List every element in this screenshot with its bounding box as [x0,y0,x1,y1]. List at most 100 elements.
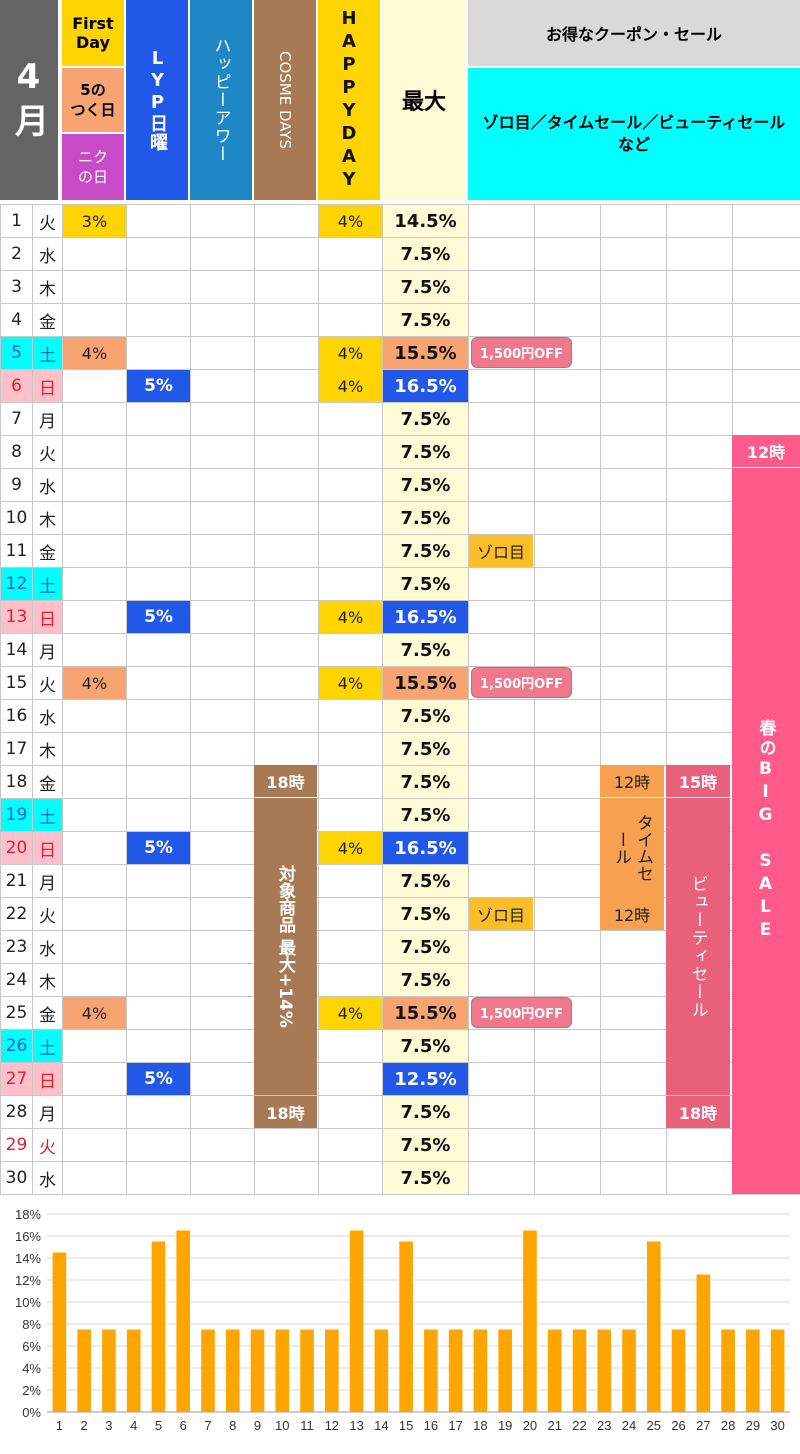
max-rate: 7.5% [383,1162,468,1194]
x-tick-label: 23 [597,1418,611,1433]
grid-hline [0,237,800,238]
bar [622,1329,636,1412]
y-tick-label: 4% [22,1361,41,1376]
day-number: 20 [1,832,32,864]
grid-hline [0,732,800,733]
x-tick-label: 17 [448,1418,462,1433]
weekday: 土 [33,337,62,369]
bar [126,1329,141,1412]
max-header: 最大 [382,0,466,200]
grid-hline [0,1029,800,1030]
bar [572,1329,587,1412]
beauty-sale-span: ビューティセール [666,798,730,1095]
max-rate: 14.5% [383,205,468,237]
grid-hline [0,897,800,898]
max-rate: 7.5% [383,1096,468,1128]
max-rate: 7.5% [383,1129,468,1161]
weekday: 日 [33,1063,62,1095]
grid-hline [0,930,800,931]
x-tick-label: 22 [572,1418,586,1433]
bar [671,1329,686,1412]
x-tick-label: 27 [696,1418,710,1433]
niku-day-header: ニク の日 [62,134,124,200]
max-rate: 7.5% [383,238,468,270]
day-number: 8 [11,442,22,462]
bar [696,1274,711,1412]
bar [473,1329,488,1412]
grid-hline [0,270,800,271]
max-rate: 7.5% [383,964,468,996]
bar [349,1230,364,1412]
bar-chart: 0%2%4%6%8%10%12%14%16%18%1 2 3 4 5 6 7 8 9 10 11 12… [15,1207,790,1433]
y-tick-label: 8% [22,1317,41,1332]
x-tick-label: 4 [130,1418,137,1433]
max-rate: 16.5% [383,601,468,633]
zorome-badge[interactable]: ゾロ目 [469,535,533,567]
x-tick-label: 5 [155,1418,162,1433]
zorome-badge[interactable]: ゾロ目 [469,898,533,930]
weekday: 木 [39,741,56,762]
happy-day-rate: 4% [319,997,382,1029]
day-number: 5 [1,337,32,369]
month-label: 4月 [0,0,60,200]
day-number: 16 [5,706,28,726]
day-number: 13 [1,601,32,633]
day-number: 21 [5,871,28,891]
coupon-1500-off[interactable]: 1,500円OFF [471,997,572,1028]
y-tick-label: 6% [22,1339,41,1354]
coupon-1500-off[interactable]: 1,500円OFF [471,667,572,698]
cosme-end-time: 18時 [254,1096,317,1128]
weekday: 水 [39,477,56,498]
bar [399,1241,413,1412]
x-tick-label: 12 [325,1418,339,1433]
grid-hline [0,204,800,205]
max-rate: 7.5% [383,436,468,468]
max-rate: 7.5% [383,931,468,963]
happy-day-header: HAPPYDAY [318,0,380,200]
weekday: 日 [33,601,62,633]
weekday: 火 [39,906,56,927]
grid-hline [0,336,800,337]
bar [597,1329,612,1412]
happy-day-rate: 4% [319,601,382,633]
day-number: 25 [5,1003,28,1023]
grid-hline [0,468,800,469]
weekday: 日 [33,832,62,864]
bar [225,1329,240,1412]
x-tick-label: 16 [424,1418,438,1433]
day-number: 26 [1,1030,32,1062]
day-number: 3 [11,277,22,297]
first-day-rate: 3% [63,205,126,237]
max-rate: 15.5% [383,667,468,699]
coupon-1500-off[interactable]: 1,500円OFF [471,337,572,368]
weekday: 火 [39,675,56,696]
y-tick-label: 18% [15,1207,41,1222]
lyp-rate: 5% [127,1063,190,1095]
weekday: 月 [39,642,56,663]
grid-hline [0,798,800,799]
grid-hline [0,699,800,700]
beauty-sale-start: 15時 [666,765,730,797]
max-rate: 15.5% [383,337,468,369]
time-sale-end: 12時 [600,897,664,930]
x-tick-label: 30 [770,1418,784,1433]
x-tick-label: 8 [229,1418,236,1433]
grid-hline [0,303,800,304]
bar [151,1241,166,1412]
day-number: 9 [11,475,22,495]
max-rate: 7.5% [383,568,468,600]
x-tick-label: 9 [254,1418,261,1433]
grid-hline [0,501,800,502]
day-number: 2 [11,244,22,264]
weekday: 木 [39,279,56,300]
five-day-header: 5の つく日 [62,68,124,132]
weekday: 火 [39,444,56,465]
max-rate: 16.5% [383,370,468,402]
cosme-days-header: COSME DAYS [254,0,316,200]
weekday: 木 [39,510,56,531]
grid-hline [0,1194,800,1195]
max-rate: 7.5% [383,403,468,435]
day-number: 4 [11,310,22,330]
x-tick-label: 10 [275,1418,289,1433]
day-number: 29 [5,1135,28,1155]
